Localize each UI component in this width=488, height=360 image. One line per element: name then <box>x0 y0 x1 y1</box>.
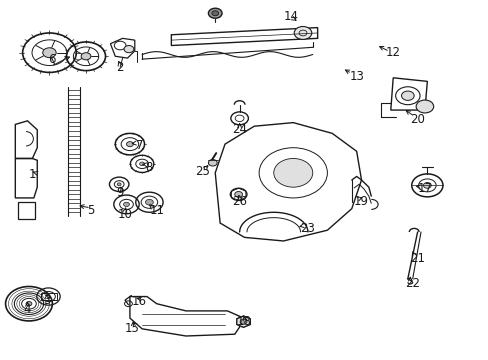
Circle shape <box>145 199 153 205</box>
Text: 20: 20 <box>409 113 424 126</box>
Text: 26: 26 <box>232 195 246 208</box>
Text: 15: 15 <box>124 322 140 335</box>
Text: 1: 1 <box>29 168 36 181</box>
Text: 9: 9 <box>116 186 123 199</box>
Polygon shape <box>236 316 250 327</box>
Text: 19: 19 <box>353 195 368 208</box>
Circle shape <box>240 319 246 324</box>
Circle shape <box>123 202 129 207</box>
Text: 11: 11 <box>149 204 164 217</box>
Circle shape <box>401 91 413 100</box>
Circle shape <box>140 162 144 166</box>
Text: 6: 6 <box>48 53 56 66</box>
Circle shape <box>124 45 134 53</box>
Circle shape <box>117 183 121 186</box>
Circle shape <box>126 141 133 147</box>
Circle shape <box>208 8 222 18</box>
Text: 4: 4 <box>24 303 31 316</box>
Circle shape <box>81 53 91 60</box>
Text: 17: 17 <box>417 183 431 195</box>
Text: 21: 21 <box>409 252 424 265</box>
Text: 14: 14 <box>283 10 298 23</box>
Circle shape <box>211 11 218 16</box>
Circle shape <box>26 302 32 306</box>
Circle shape <box>415 100 433 113</box>
Text: 22: 22 <box>405 278 419 291</box>
Text: 13: 13 <box>348 69 364 82</box>
Text: 23: 23 <box>300 222 315 235</box>
Circle shape <box>423 183 430 188</box>
Text: 8: 8 <box>145 161 153 174</box>
Text: 2: 2 <box>116 60 123 73</box>
Text: 16: 16 <box>132 296 147 309</box>
Circle shape <box>294 27 311 40</box>
Text: 10: 10 <box>117 208 132 221</box>
Text: 12: 12 <box>385 46 400 59</box>
Text: 5: 5 <box>87 204 94 217</box>
Text: 24: 24 <box>232 123 246 136</box>
Circle shape <box>273 158 312 187</box>
Text: 25: 25 <box>195 165 210 177</box>
Circle shape <box>42 48 56 58</box>
Text: 7: 7 <box>136 139 143 152</box>
Circle shape <box>208 159 217 166</box>
Circle shape <box>234 192 242 197</box>
Text: 3: 3 <box>43 294 51 307</box>
Text: 18: 18 <box>237 315 251 328</box>
